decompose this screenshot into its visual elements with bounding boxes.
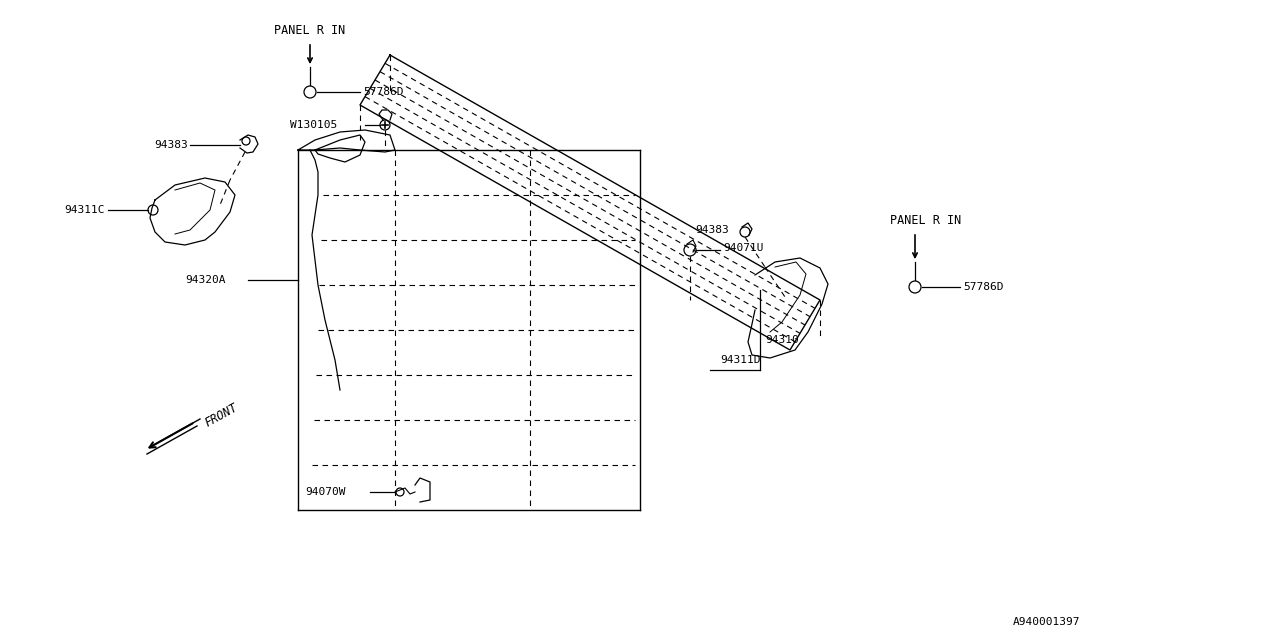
Text: PANEL R IN: PANEL R IN [890,214,961,227]
Text: 94070W: 94070W [305,487,346,497]
Text: 94071U: 94071U [723,243,763,253]
Text: 57786D: 57786D [364,87,403,97]
Text: PANEL R IN: PANEL R IN [274,24,346,36]
Text: FRONT: FRONT [204,401,241,429]
Text: W130105: W130105 [291,120,337,130]
Text: 94383: 94383 [155,140,188,150]
Text: 57786D: 57786D [963,282,1004,292]
Text: 94311D: 94311D [719,355,760,365]
Text: 94311C: 94311C [64,205,105,215]
Text: 94320A: 94320A [186,275,225,285]
Text: 94310: 94310 [765,335,799,345]
Text: A940001397: A940001397 [1012,617,1080,627]
Text: 94383: 94383 [695,225,728,235]
